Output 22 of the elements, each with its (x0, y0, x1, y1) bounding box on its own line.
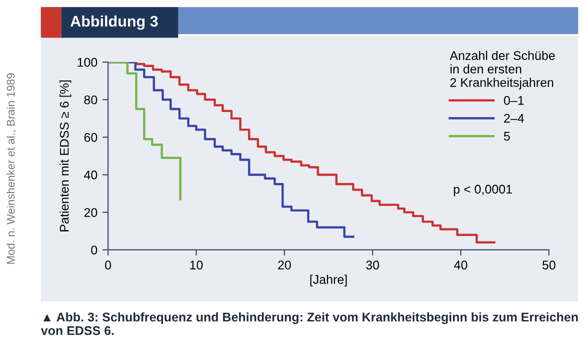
y-tick-label: 80 (84, 95, 98, 104)
x-tick-label: 30 (366, 260, 380, 270)
x-tick-label: 50 (542, 260, 556, 270)
text: Mod. n. Weinshenker et al., Brain 1989 (6, 73, 16, 264)
x-tick-label: 0 (105, 260, 112, 270)
y-tick-label: 60 (84, 133, 98, 142)
y-axis-title: Patienten mit EDSS ≥ 6 [%] (60, 80, 72, 232)
y-tick-label: 0 (91, 246, 98, 255)
y-tick-label: 100 (78, 58, 98, 67)
x-tick-label: 20 (278, 260, 291, 270)
x-tick-label: 10 (190, 260, 203, 270)
y-tick-label: 40 (84, 170, 98, 180)
annotation: p < 0,0001 (454, 184, 512, 196)
x-axis-title: [Jahre] (310, 274, 347, 286)
legend-label: 0–1 (504, 96, 524, 105)
x-tick-label: 40 (454, 260, 468, 270)
chart-title: Abbildung 3 (70, 15, 158, 30)
y-tick-label: 20 (84, 208, 98, 217)
legend-label: 2–4 (504, 114, 524, 123)
legend-label: 5 (504, 132, 510, 141)
legend-title: Anzahl der Schübe in den ersten 2 Krankheitsjahren (450, 50, 555, 90)
text: ▲ Abb. 3: Schubfrequenz und Behinderung: Zeit vom Krankheitsbeginn bis zum Erreichen von EDSS 6. (40, 312, 578, 336)
